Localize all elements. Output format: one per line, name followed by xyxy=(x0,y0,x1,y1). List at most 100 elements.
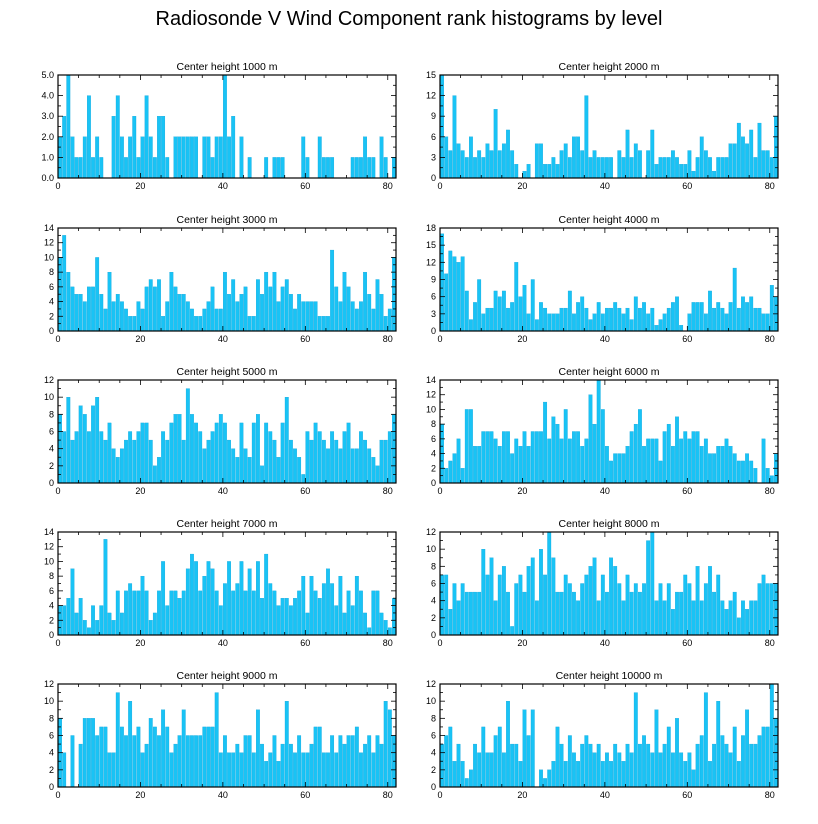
histogram-bar xyxy=(741,600,745,636)
histogram-bar xyxy=(654,600,659,636)
histogram-bar xyxy=(456,743,461,788)
histogram-bar xyxy=(596,302,601,332)
x-tick-label: 80 xyxy=(765,181,775,191)
histogram-bar xyxy=(728,143,733,179)
histogram-bar xyxy=(683,164,688,179)
y-tick-label: 6 xyxy=(49,282,54,292)
histogram-bar xyxy=(256,561,260,636)
histogram-bar xyxy=(144,95,149,179)
histogram-bar xyxy=(301,136,306,179)
histogram-bar xyxy=(190,136,194,179)
histogram-bar xyxy=(379,294,384,332)
histogram-bar xyxy=(350,157,355,179)
histogram-bar xyxy=(452,761,457,788)
histogram-bar xyxy=(350,301,355,332)
histogram-bar xyxy=(539,302,543,332)
histogram-bar xyxy=(654,325,659,332)
histogram-bar xyxy=(379,136,384,179)
y-tick-label: 6 xyxy=(49,586,54,596)
histogram-bar xyxy=(223,74,227,179)
histogram-bar xyxy=(600,313,605,332)
x-tick-label: 40 xyxy=(600,638,610,648)
histogram-bar xyxy=(82,301,87,332)
histogram-bar xyxy=(251,590,256,636)
histogram-bar xyxy=(346,735,351,788)
histogram-bar xyxy=(321,157,326,179)
histogram-bar xyxy=(350,448,355,484)
histogram-bar xyxy=(506,307,510,332)
histogram-bar xyxy=(534,431,539,484)
histogram-bar xyxy=(342,431,347,484)
histogram-bar xyxy=(514,262,519,332)
histogram-bar xyxy=(724,743,729,788)
histogram-bar xyxy=(334,439,339,484)
histogram-bar xyxy=(691,431,696,484)
histogram-bar xyxy=(346,422,351,484)
histogram-bar xyxy=(152,726,157,788)
histogram-bar xyxy=(666,307,671,332)
histogram-bar xyxy=(695,157,700,179)
histogram-bar xyxy=(326,157,330,179)
histogram-bar xyxy=(70,136,75,179)
histogram-bar xyxy=(741,296,745,332)
histogram-bar xyxy=(753,743,758,788)
histogram-bar xyxy=(231,116,236,179)
y-tick-label: 0 xyxy=(431,326,436,336)
histogram-bar xyxy=(625,574,630,636)
histogram-bar xyxy=(293,308,297,332)
histogram-bar xyxy=(181,294,186,332)
y-tick-label: 2 xyxy=(431,765,436,775)
histogram-bar xyxy=(119,136,124,179)
histogram-bar xyxy=(111,116,116,179)
histogram-bar xyxy=(239,752,244,788)
histogram-bar xyxy=(473,591,477,636)
histogram-bar xyxy=(87,718,91,788)
histogram-bar xyxy=(600,409,605,484)
histogram-bar xyxy=(111,752,116,788)
histogram-bar xyxy=(510,743,515,788)
histogram-bar xyxy=(617,583,622,636)
histogram-bar xyxy=(522,170,527,179)
x-tick-label: 40 xyxy=(600,181,610,191)
histogram-bar xyxy=(720,600,725,636)
histogram-bar xyxy=(342,612,347,636)
histogram-bar xyxy=(107,271,112,332)
histogram-bar xyxy=(330,249,335,332)
histogram-bar xyxy=(654,438,659,484)
histogram-bar xyxy=(218,308,223,332)
histogram-bar xyxy=(757,122,762,179)
histogram-bar xyxy=(708,761,712,788)
histogram-bar xyxy=(547,164,552,179)
histogram-bar xyxy=(666,157,671,179)
histogram-bar xyxy=(326,568,330,636)
histogram-bar xyxy=(231,590,236,636)
histogram-bar xyxy=(687,583,692,636)
histogram-bar xyxy=(469,769,473,788)
x-tick-label: 0 xyxy=(437,486,442,496)
histogram-bar xyxy=(338,735,343,788)
histogram-bar xyxy=(103,308,108,332)
histogram-bar xyxy=(691,600,696,636)
histogram-bar xyxy=(152,612,157,636)
histogram-bar xyxy=(493,109,498,179)
panel-title: Center height 2000 m xyxy=(559,61,660,73)
histogram-bar xyxy=(354,157,359,179)
histogram-bar xyxy=(732,267,737,332)
histogram-bar xyxy=(460,583,465,636)
x-tick-label: 0 xyxy=(55,638,60,648)
y-tick-label: 0 xyxy=(49,326,54,336)
histogram-bar xyxy=(284,598,289,636)
histogram-bar xyxy=(629,752,634,788)
histogram-bar xyxy=(613,566,618,636)
histogram-bar xyxy=(695,743,700,788)
histogram-bar xyxy=(497,726,502,788)
histogram-bar xyxy=(551,313,556,332)
histogram-bar xyxy=(675,416,679,484)
y-tick-label: 4 xyxy=(49,444,54,454)
histogram-bar xyxy=(268,583,273,636)
histogram-bar xyxy=(749,129,754,179)
histogram-bar xyxy=(383,701,388,788)
histogram-bar xyxy=(268,431,273,484)
histogram-bar xyxy=(313,726,318,788)
y-tick-label: 12 xyxy=(44,542,54,552)
